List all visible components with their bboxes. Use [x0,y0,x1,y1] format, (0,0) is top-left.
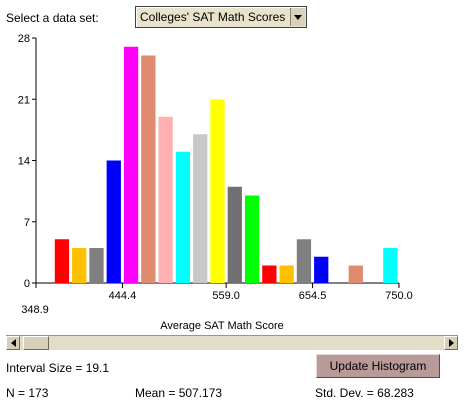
dataset-select-label: Select a data set: [6,11,99,25]
n-count-label: N = 173 [6,386,49,400]
x-tick-label: 654.5 [299,290,327,302]
chevron-down-icon[interactable] [290,8,305,26]
scroll-left-button[interactable] [6,336,20,350]
dataset-select-value: Colleges' SAT Math Scores [140,10,286,24]
histogram-bar [244,195,260,283]
arrow-right-icon [448,339,454,347]
histogram-bar [72,248,87,283]
x-tick-label: 559.0 [212,290,240,302]
update-histogram-button[interactable]: Update Histogram [316,354,440,378]
x-tick-label: 750.0 [385,290,413,302]
y-tick-label: 14 [18,156,30,168]
y-tick-label: 21 [18,94,30,106]
y-tick-label: 28 [18,33,30,45]
histogram-bar [106,160,121,283]
interval-size-label: Interval Size = 19.1 [6,361,110,375]
x-tick-label: 348.9 [21,304,49,316]
scrollbar-thumb[interactable] [23,336,49,350]
histogram-chart: 0 7 14 21 28 348.9 444.4 559.0 654.5 750.0 Avera… [18,33,413,332]
histogram-bar [175,151,191,283]
interval-scrollbar[interactable] [6,335,458,351]
dataset-select[interactable]: Colleges' SAT Math Scores [135,6,307,28]
histogram-bar [262,265,277,283]
arrow-left-icon [10,339,16,347]
histogram-bar [158,116,173,283]
y-tick-label: 0 [24,278,30,290]
histogram-bar [123,46,139,283]
mean-label: Mean = 507.173 [135,386,223,400]
histogram-bar [296,239,312,283]
histogram-bar [54,239,70,283]
histogram-bar [227,186,242,283]
histogram-bar [193,134,208,283]
histogram-bar [89,248,104,283]
x-axis-title: Average SAT Math Score [160,320,284,332]
histogram-bar [141,55,156,283]
histogram-bar [314,256,329,283]
y-tick-label: 7 [24,217,30,229]
scroll-right-button[interactable] [444,336,458,350]
histogram-bar [348,265,363,283]
histogram-bar [279,265,294,283]
std-dev-label: Std. Dev. = 68.283 [315,386,414,400]
histogram-bar [210,99,225,283]
histogram-bar [383,248,398,283]
x-tick-label: 444.4 [109,290,137,302]
